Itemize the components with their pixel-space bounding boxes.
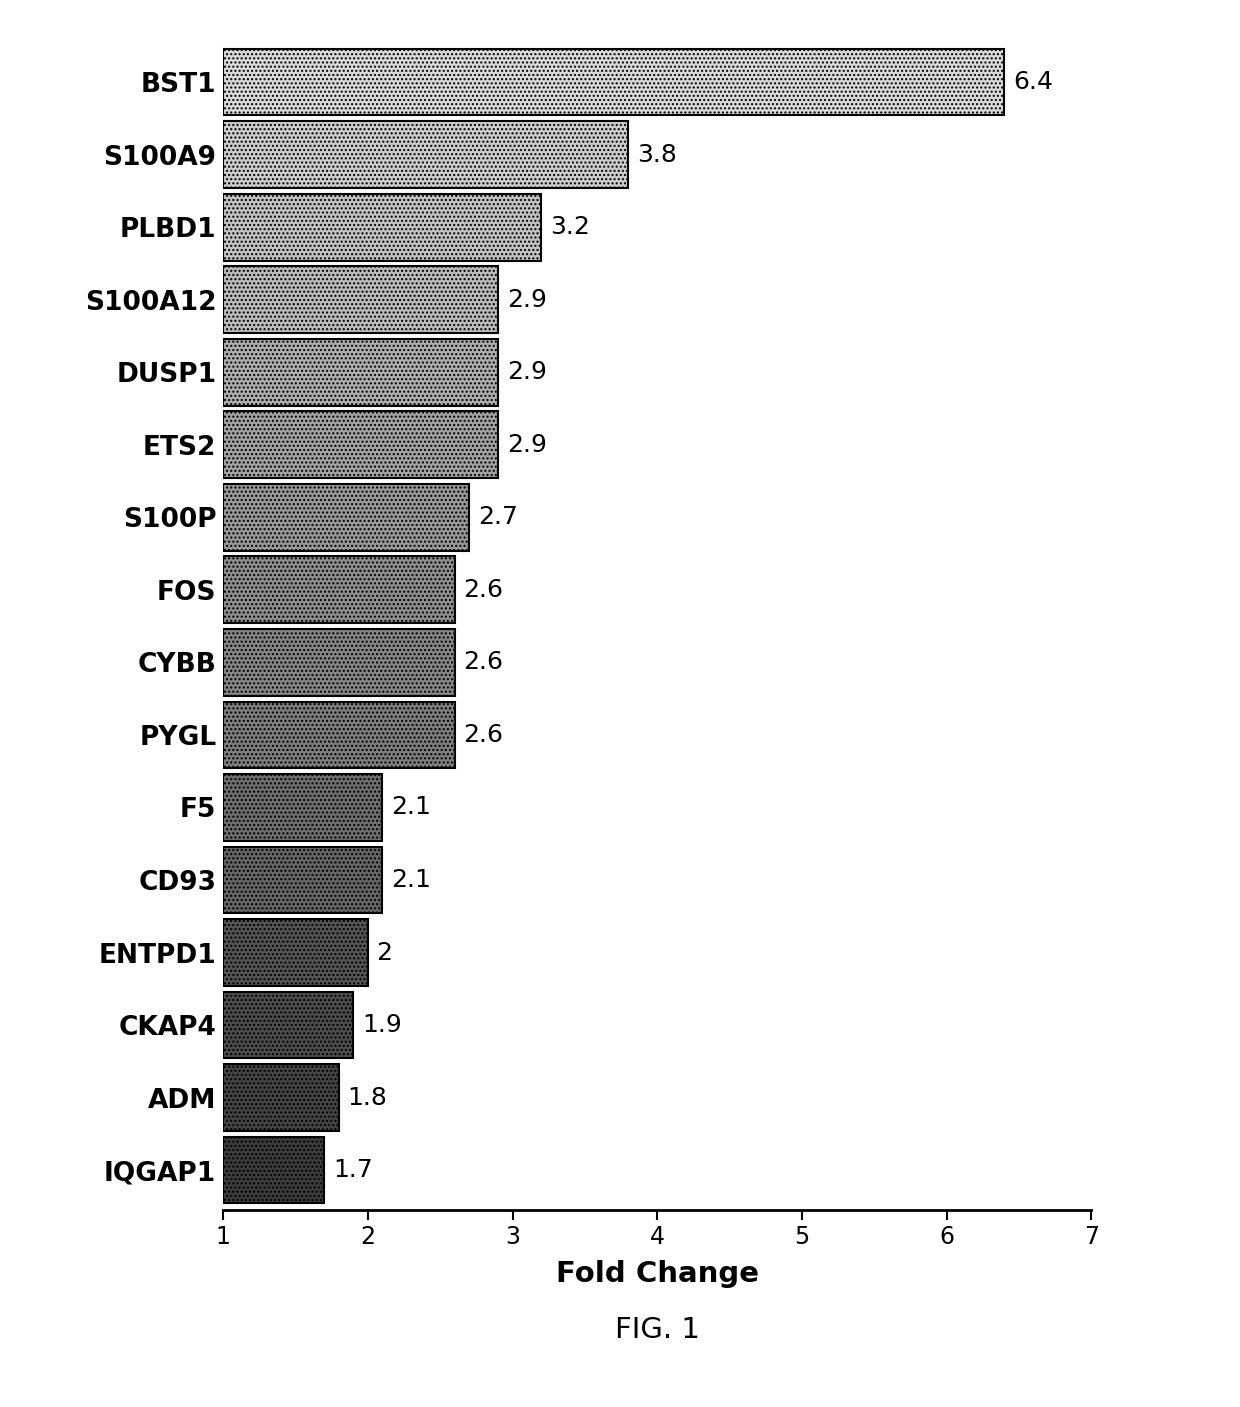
Text: 2.7: 2.7	[477, 505, 517, 529]
Bar	[223, 339, 498, 405]
Bar	[223, 411, 498, 478]
Bar	[223, 774, 382, 841]
Bar	[223, 919, 368, 986]
Bar	[223, 557, 455, 623]
Text: 3.2: 3.2	[551, 215, 590, 239]
Text: 2.1: 2.1	[391, 868, 430, 892]
Bar	[223, 992, 353, 1058]
Text: 1.7: 1.7	[334, 1158, 373, 1182]
Bar	[223, 847, 382, 913]
Text: 2.6: 2.6	[464, 650, 503, 674]
Bar	[223, 49, 1004, 115]
Text: 2.1: 2.1	[391, 795, 430, 819]
Text: 2.6: 2.6	[464, 578, 503, 602]
Text: 2: 2	[377, 940, 393, 965]
Text: 2.9: 2.9	[507, 433, 547, 457]
Bar	[223, 1064, 339, 1131]
Text: 1.8: 1.8	[347, 1086, 387, 1110]
Bar	[223, 194, 542, 260]
Text: 1.9: 1.9	[362, 1013, 402, 1037]
Text: 2.6: 2.6	[464, 723, 503, 747]
Text: FIG. 1: FIG. 1	[615, 1316, 699, 1344]
Bar	[223, 702, 455, 768]
Text: 3.8: 3.8	[637, 142, 677, 166]
Bar	[223, 629, 455, 695]
X-axis label: Fold Change: Fold Change	[556, 1259, 759, 1287]
Text: 6.4: 6.4	[1013, 70, 1053, 94]
Text: 2.9: 2.9	[507, 360, 547, 384]
Bar	[223, 484, 469, 550]
Bar	[223, 266, 498, 333]
Bar	[223, 1137, 325, 1203]
Text: 2.9: 2.9	[507, 287, 547, 312]
Bar	[223, 121, 629, 189]
